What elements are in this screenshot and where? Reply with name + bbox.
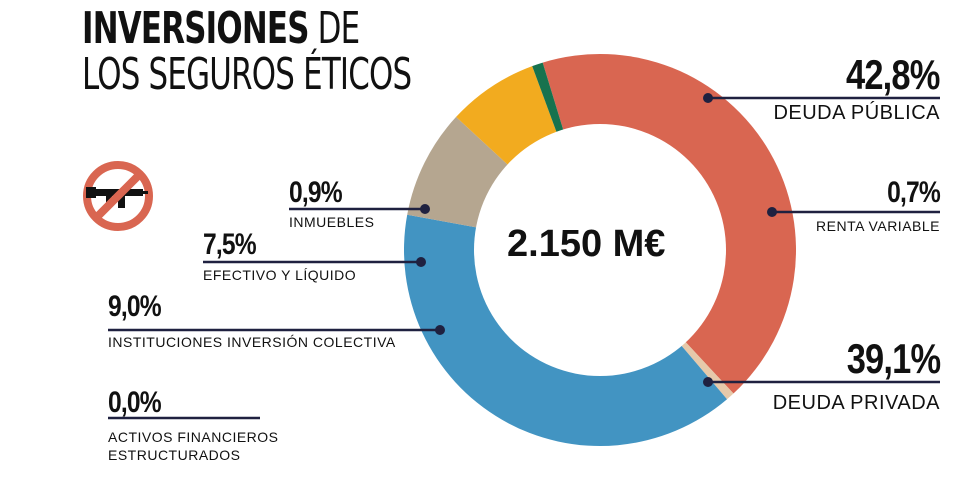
label-efectivo: 7,5% EFECTIVO Y LÍQUIDO	[203, 228, 356, 283]
label-inmuebles: 0,9% INMUEBLES	[289, 176, 374, 230]
renta-variable-name: RENTA VARIABLE	[816, 218, 940, 234]
chart-title: INVERSIONES DE LOS SEGUROS ÉTICOS	[82, 3, 412, 100]
inmuebles-name: INMUEBLES	[289, 214, 375, 230]
leader-dot-6	[420, 204, 430, 214]
leader-dot-4	[435, 325, 445, 335]
title-line-2: LOS SEGUROS ÉTICOS	[82, 49, 412, 100]
instituciones-name: INSTITUCIONES INVERSIÓN COLECTIVA	[108, 334, 396, 350]
leader-dot-5	[416, 257, 426, 267]
deuda-publica-pct: 42,8%	[846, 51, 940, 98]
donut-hole	[474, 124, 726, 376]
activos-name: ACTIVOS FINANCIEROS ESTRUCTURADOS	[108, 429, 279, 463]
title-bold: INVERSIONES	[82, 3, 309, 54]
title-rest: DE	[317, 3, 361, 54]
label-deuda-privada: 39,1% DEUDA PRIVADA	[772, 335, 941, 415]
label-instituciones: 9,0% INSTITUCIONES INVERSIÓN COLECTIVA	[108, 290, 396, 350]
deuda-publica-name: DEUDA PÚBLICA	[773, 102, 940, 124]
efectivo-pct: 7,5%	[203, 228, 257, 261]
center-total: 2.150 M€	[507, 223, 666, 265]
deuda-privada-pct: 39,1%	[846, 335, 940, 382]
no-weapons-icon	[83, 161, 153, 231]
deuda-privada-name: DEUDA PRIVADA	[772, 392, 940, 414]
label-deuda-publica: 42,8% DEUDA PÚBLICA	[773, 52, 940, 125]
leader-dot-2	[703, 377, 713, 387]
label-renta-variable: 0,7% RENTA VARIABLE	[816, 176, 941, 234]
leader-dot-1	[767, 207, 777, 217]
label-activos: 0,0% ACTIVOS FINANCIEROS ESTRUCTURADOS	[108, 386, 298, 464]
activos-pct: 0,0%	[108, 386, 162, 419]
inmuebles-pct: 0,9%	[289, 176, 343, 209]
instituciones-pct: 9,0%	[108, 290, 162, 323]
efectivo-name: EFECTIVO Y LÍQUIDO	[203, 267, 357, 283]
leader-dot-0	[703, 93, 713, 103]
renta-variable-pct: 0,7%	[887, 176, 941, 209]
